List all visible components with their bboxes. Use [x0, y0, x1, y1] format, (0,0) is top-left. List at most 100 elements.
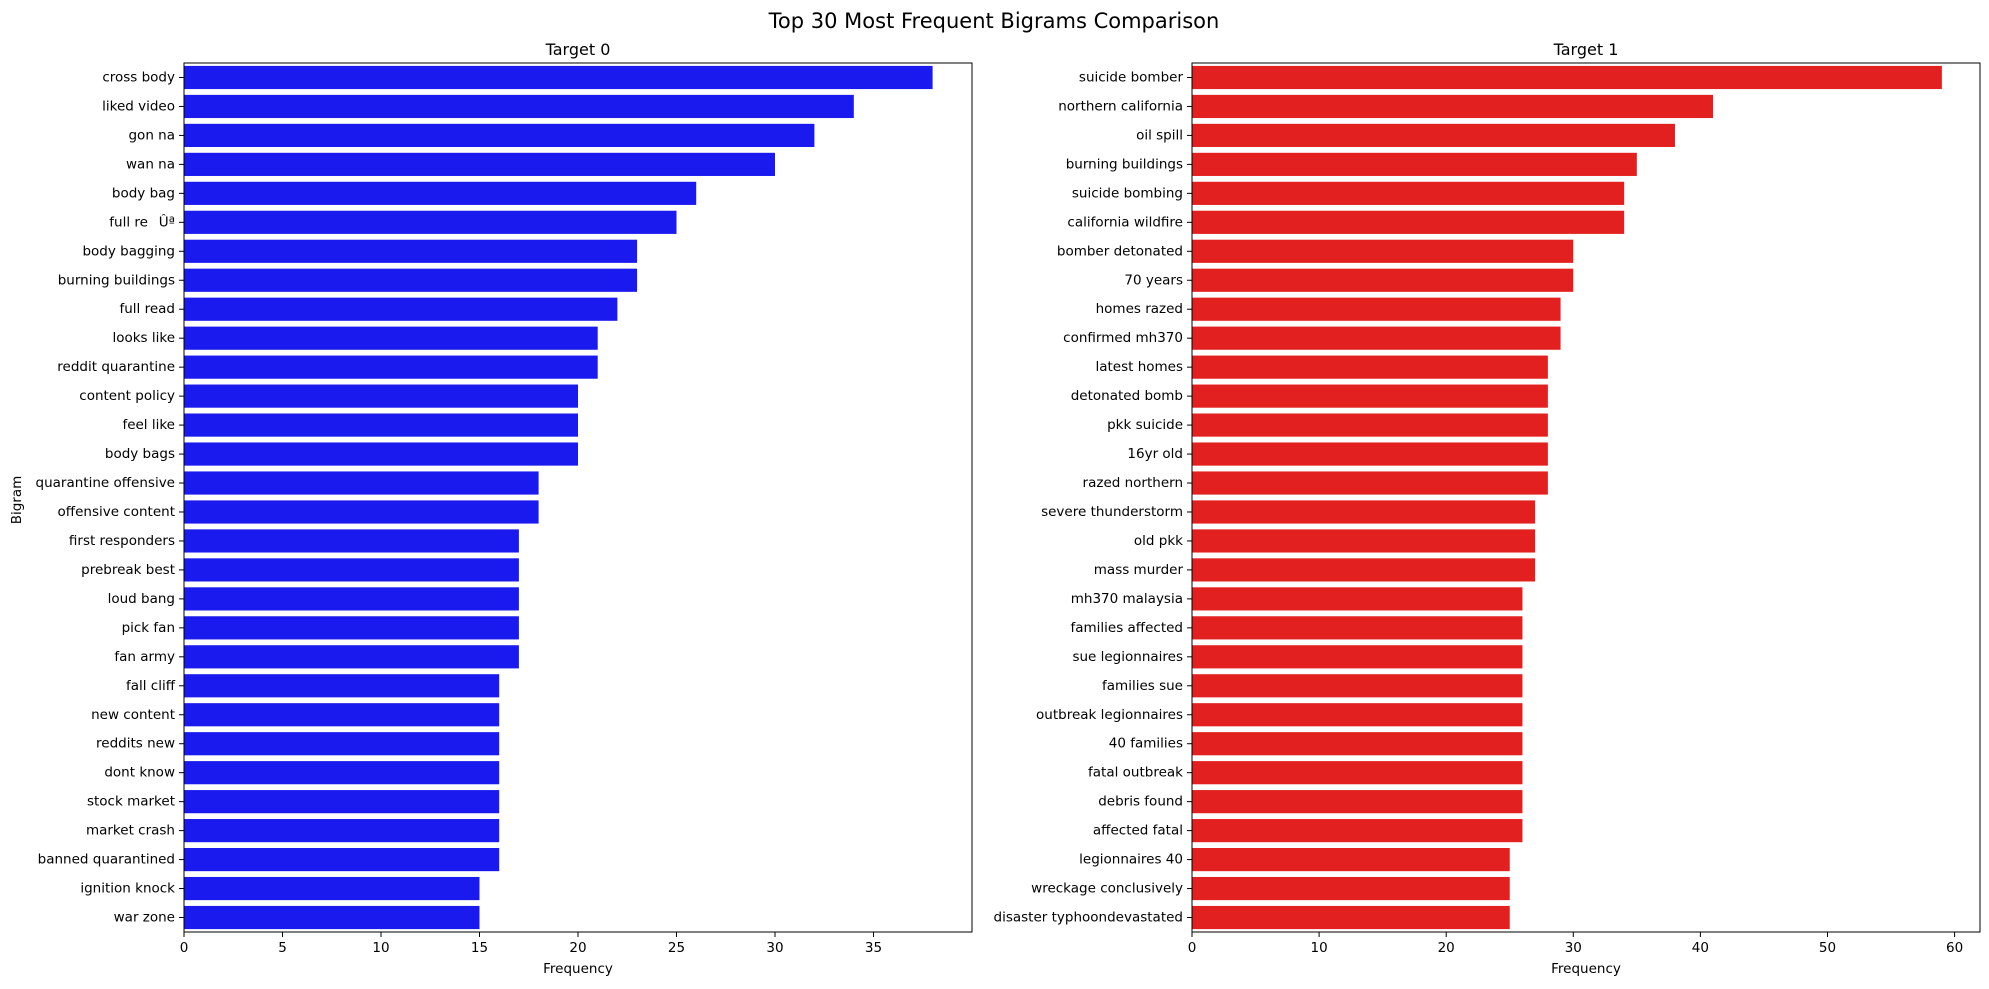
y-tick-label: razed northern: [1083, 475, 1183, 491]
category-26: market crash: 16 market crash: [86, 819, 500, 843]
y-tick-label: banned quarantined: [38, 852, 175, 868]
y-axis-label-target-0: Bigram: [9, 476, 25, 525]
bar-target-1-27: legionnaires 40: 25: [1192, 847, 1510, 872]
y-tick-label: new content: [91, 707, 175, 723]
bar-target-0-6: body bagging: 23: [184, 239, 638, 263]
y-tick-label: california wildfire: [1067, 214, 1183, 230]
bar-target-0-1: liked video: 34: [184, 94, 854, 119]
y-tick-label: burning buildings: [58, 272, 175, 288]
y-tick-label: feel like: [122, 417, 175, 433]
y-tick-label: old pkk: [1134, 533, 1183, 549]
category-3: wan na: 30 wan na: [126, 152, 775, 176]
bar-target-0-19: pick fan: 17: [184, 616, 519, 640]
y-tick-label: body bag: [112, 185, 175, 201]
category-23: 40 families: 26 40 families: [1109, 732, 1523, 756]
bar-target-0-4: body bag: 26: [184, 181, 697, 205]
y-tick-label: mh370 malaysia: [1071, 591, 1183, 607]
category-20: fan army: 17 fan army: [114, 645, 519, 669]
x-tick-20: 20: [1438, 932, 1455, 956]
x-tick-label: 10: [372, 940, 389, 956]
category-6: body bagging: 23 body bagging: [82, 239, 638, 263]
y-tick-label: sue legionnaires: [1072, 649, 1183, 665]
bar-target-0-2: gon na: 32: [184, 123, 815, 148]
bar-target-0-9: looks like: 21: [184, 326, 598, 350]
category-8: full read: 22 full read: [119, 297, 618, 321]
x-tick-40: 40: [1692, 932, 1709, 956]
y-tick-label: full read: [119, 301, 175, 317]
x-tick-label: 50: [1819, 940, 1836, 956]
y-tick-label: gon na: [128, 127, 175, 143]
category-18: mh370 malaysia: 26 mh370 malaysia: [1071, 587, 1523, 611]
category-10: latest homes: 28 latest homes: [1095, 355, 1548, 379]
x-tick-label: 30: [1565, 940, 1582, 956]
category-16: first responders: 17 first responders: [69, 529, 519, 553]
category-12: feel like: 20 feel like: [122, 413, 578, 437]
category-23: reddits new: 16 reddits new: [96, 732, 500, 756]
category-4: suicide bombing: 34 suicide bombing: [1072, 181, 1625, 205]
bar-target-1-2: oil spill: 38: [1192, 123, 1675, 148]
y-tick-label: pkk suicide: [1107, 417, 1183, 433]
x-tick-label: 0: [180, 940, 189, 956]
bar-target-1-9: confirmed mh370: 29: [1192, 326, 1561, 350]
y-tick-label: reddit quarantine: [57, 359, 175, 375]
category-11: detonated bomb: 28 detonated bomb: [1071, 384, 1548, 408]
y-tick-label: mass murder: [1094, 562, 1184, 578]
category-12: pkk suicide: 28 pkk suicide: [1107, 413, 1548, 437]
x-tick-label: 25: [668, 940, 685, 956]
category-21: fall cliff: 16 fall cliff: [126, 674, 500, 698]
x-tick-label: 20: [569, 940, 586, 956]
y-tick-label: stock market: [87, 794, 175, 810]
bar-target-1-16: old pkk: 27: [1192, 529, 1536, 553]
y-tick-label: market crash: [86, 823, 175, 839]
category-13: body bags: 20 body bags: [105, 442, 578, 466]
category-17: prebreak best: 17 prebreak best: [81, 558, 519, 582]
x-tick-label: 40: [1692, 940, 1709, 956]
y-tick-label: full reÛª: [109, 212, 175, 230]
axes-frame: [1191, 62, 1981, 933]
bar-target-1-21: families sue: 26: [1192, 674, 1523, 698]
y-tick-label: confirmed mh370: [1063, 330, 1183, 346]
category-25: debris found: 26 debris found: [1098, 790, 1523, 814]
category-19: pick fan: 17 pick fan: [122, 616, 519, 640]
bar-target-1-11: detonated bomb: 28: [1192, 384, 1548, 408]
bar-target-1-18: mh370 malaysia: 26: [1192, 587, 1523, 611]
x-tick-label: 10: [1311, 940, 1328, 956]
x-tick-30: 30: [766, 932, 784, 956]
y-tick-label: body bagging: [82, 243, 175, 259]
y-tick-label: quarantine offensive: [36, 475, 175, 491]
bar-target-0-26: market crash: 16: [184, 819, 500, 843]
category-15: offensive content: 18 offensive content: [58, 500, 539, 524]
bar-target-1-13: 16yr old: 28: [1192, 442, 1548, 466]
bar-target-0-3: wan na: 30: [184, 152, 775, 176]
bar-target-0-27: banned quarantined: 16: [184, 847, 500, 872]
bar-target-0-5: full reÛª: 25: [184, 210, 677, 234]
y-tick-label: reddits new: [96, 736, 175, 752]
x-tick-20: 20: [569, 932, 587, 956]
category-0: suicide bomber: 59 suicide bomber: [1079, 65, 1942, 90]
bar-target-1-22: outbreak legionnaires: 26: [1192, 703, 1523, 727]
y-tick-label: families affected: [1070, 620, 1183, 636]
category-3: burning buildings: 35 burning buildings: [1066, 152, 1637, 176]
x-tick-label: 15: [471, 940, 488, 956]
bar-target-0-25: stock market: 16: [184, 790, 500, 814]
category-1: northern california: 41 northern californ…: [1058, 94, 1714, 119]
category-13: 16yr old: 28 16yr old: [1127, 442, 1548, 466]
category-2: oil spill: 38 oil spill: [1136, 123, 1675, 148]
y-tick-label: latest homes: [1095, 359, 1183, 375]
bar-target-1-25: debris found: 26: [1192, 790, 1523, 814]
panel-target-1: Target 1 Frequency suicide bomber: 59sui…: [994, 40, 1981, 977]
x-tick-5: 5: [278, 932, 287, 956]
bar-target-1-20: sue legionnaires: 26: [1192, 645, 1523, 669]
x-tick-label: 60: [1946, 940, 1963, 956]
category-5: full reÛª: 25 full reÛª: [109, 210, 677, 234]
x-tick-label: 0: [1188, 940, 1197, 956]
category-26: affected fatal: 26 affected fatal: [1093, 819, 1523, 843]
bar-target-1-6: bomber detonated: 30: [1192, 239, 1574, 263]
y-tick-label: detonated bomb: [1071, 388, 1183, 404]
bar-target-1-15: severe thunderstorm: 27: [1192, 500, 1536, 524]
y-tick-label: looks like: [112, 330, 175, 346]
y-tick-label: 40 families: [1109, 736, 1183, 752]
x-tick-label: 5: [278, 940, 287, 956]
bar-target-1-14: razed northern: 28: [1192, 471, 1548, 495]
